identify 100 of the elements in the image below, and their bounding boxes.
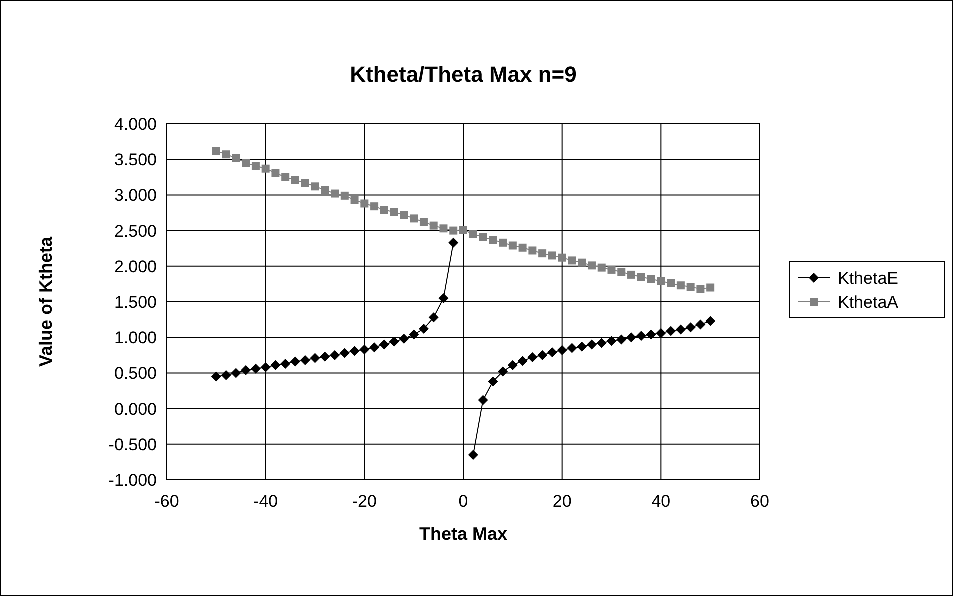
point	[399, 334, 410, 344]
point	[686, 322, 696, 333]
point	[577, 342, 588, 352]
point	[390, 208, 398, 216]
point	[350, 346, 360, 356]
point	[488, 376, 498, 387]
y-tick-label: 0.000	[114, 400, 157, 419]
point	[280, 358, 291, 369]
point	[469, 230, 478, 238]
point	[606, 336, 617, 346]
point	[489, 236, 498, 244]
point	[558, 254, 566, 262]
point	[331, 190, 340, 198]
point	[212, 147, 220, 156]
point	[568, 256, 576, 265]
point	[686, 283, 695, 292]
point	[598, 264, 606, 272]
y-tick-label: 1.000	[114, 328, 157, 348]
point	[242, 159, 250, 168]
point	[211, 372, 222, 382]
point	[628, 270, 636, 279]
point	[478, 395, 488, 406]
point	[588, 262, 596, 270]
legend-label: KthetaE	[838, 269, 898, 288]
point	[221, 370, 232, 380]
point	[360, 200, 369, 208]
point	[528, 352, 538, 363]
point	[538, 350, 548, 360]
point	[290, 356, 300, 367]
point	[508, 360, 518, 370]
point	[666, 326, 676, 336]
point	[696, 320, 706, 330]
point	[636, 331, 646, 342]
point	[647, 275, 656, 284]
point	[656, 328, 666, 338]
point	[479, 233, 488, 242]
point	[538, 250, 547, 258]
y-tick-label: 1.500	[114, 293, 157, 312]
point	[400, 211, 408, 220]
point	[311, 182, 320, 191]
point	[270, 360, 281, 370]
point	[440, 224, 448, 233]
point	[567, 343, 578, 354]
point	[232, 154, 240, 162]
point	[578, 258, 586, 267]
point	[430, 222, 438, 230]
point	[260, 362, 271, 373]
x-tick-label: 20	[552, 492, 572, 511]
point	[379, 340, 390, 350]
point	[586, 340, 597, 350]
point	[468, 450, 478, 460]
point	[438, 293, 449, 304]
point	[321, 186, 330, 194]
point	[646, 330, 656, 340]
y-tick-label: -1.000	[108, 471, 157, 490]
point	[330, 350, 340, 360]
point	[282, 173, 290, 182]
point	[626, 332, 637, 343]
point	[360, 344, 370, 355]
point	[370, 202, 379, 211]
point	[241, 365, 252, 376]
y-tick-label: 2.500	[114, 222, 157, 241]
point	[676, 282, 685, 290]
point	[518, 356, 528, 366]
point	[420, 218, 428, 226]
point	[410, 214, 418, 223]
y-tick-label: 2.000	[114, 257, 157, 276]
x-tick-label: 0	[458, 492, 468, 511]
point	[409, 330, 420, 340]
point	[667, 279, 676, 288]
x-tick-label: 40	[652, 492, 671, 511]
point	[450, 226, 458, 235]
point	[460, 226, 468, 234]
point	[250, 364, 261, 374]
point	[291, 176, 300, 184]
point	[499, 238, 508, 247]
chart-title: Ktheta/Theta Max n=9	[350, 62, 577, 87]
point	[448, 238, 459, 248]
point	[528, 246, 537, 255]
y-axis-title: Value of Ktheta	[36, 236, 56, 368]
point	[596, 338, 607, 348]
point	[498, 366, 508, 377]
point	[301, 179, 310, 188]
point	[637, 273, 646, 282]
point	[231, 368, 242, 378]
y-tick-label: -0.500	[108, 435, 157, 454]
y-tick-label: 3.000	[114, 186, 157, 206]
point	[618, 268, 626, 276]
point	[616, 334, 627, 345]
point	[706, 284, 715, 292]
point	[340, 192, 349, 200]
point	[657, 277, 666, 286]
point	[340, 348, 350, 358]
point	[608, 266, 616, 274]
x-tick-label: 60	[750, 492, 770, 511]
point	[557, 345, 568, 356]
point	[380, 206, 388, 214]
point	[320, 352, 330, 362]
x-tick-label: -60	[154, 492, 180, 511]
point	[300, 355, 310, 366]
